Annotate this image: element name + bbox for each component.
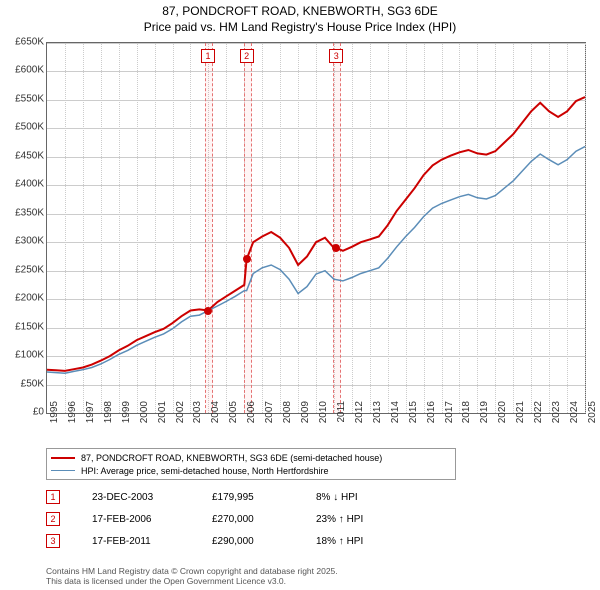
x-tick-label: 2001 <box>157 401 168 431</box>
y-tick-label: £400K <box>4 179 44 190</box>
legend-row: HPI: Average price, semi-detached house,… <box>51 464 451 477</box>
x-tick-label: 2023 <box>551 401 562 431</box>
legend-row: 87, PONDCROFT ROAD, KNEBWORTH, SG3 6DE (… <box>51 451 451 464</box>
page-container: 87, PONDCROFT ROAD, KNEBWORTH, SG3 6DE P… <box>0 0 600 590</box>
title-line1: 87, PONDCROFT ROAD, KNEBWORTH, SG3 6DE <box>0 4 600 20</box>
marker-badge: 2 <box>240 49 254 63</box>
x-tick-label: 2012 <box>354 401 365 431</box>
y-tick-label: £600K <box>4 65 44 76</box>
x-tick-label: 2010 <box>318 401 329 431</box>
x-tick-label: 1999 <box>121 401 132 431</box>
x-tick-label: 2003 <box>192 401 203 431</box>
transaction-date: 17-FEB-2011 <box>92 536 212 547</box>
transaction-date: 23-DEC-2003 <box>92 492 212 503</box>
y-tick-label: £50K <box>4 378 44 389</box>
x-tick-label: 2000 <box>139 401 150 431</box>
y-tick-label: £650K <box>4 37 44 48</box>
x-tick-label: 2017 <box>444 401 455 431</box>
legend-label: HPI: Average price, semi-detached house,… <box>81 466 328 476</box>
y-tick-label: £350K <box>4 207 44 218</box>
y-tick-label: £450K <box>4 150 44 161</box>
transaction-change: 23% ↑ HPI <box>316 514 436 525</box>
x-tick-label: 1996 <box>67 401 78 431</box>
x-tick-label: 2022 <box>533 401 544 431</box>
transaction-row: 1 23-DEC-2003£179,9958% ↓ HPI <box>46 486 436 508</box>
price-dot <box>332 244 340 252</box>
legend: 87, PONDCROFT ROAD, KNEBWORTH, SG3 6DE (… <box>46 448 456 480</box>
transaction-row: 3 17-FEB-2011£290,00018% ↑ HPI <box>46 530 436 552</box>
x-tick-label: 2009 <box>300 401 311 431</box>
x-tick-label: 2008 <box>282 401 293 431</box>
x-tick-label: 2004 <box>210 401 221 431</box>
x-tick-label: 2007 <box>264 401 275 431</box>
transaction-row: 2 17-FEB-2006£270,00023% ↑ HPI <box>46 508 436 530</box>
x-tick-label: 1997 <box>85 401 96 431</box>
series-line-property <box>47 97 585 371</box>
legend-swatch <box>51 470 75 472</box>
x-tick-label: 2002 <box>175 401 186 431</box>
footer-line1: Contains HM Land Registry data © Crown c… <box>46 566 338 576</box>
x-tick-label: 2006 <box>246 401 257 431</box>
price-dot <box>243 255 251 263</box>
x-tick-label: 2014 <box>390 401 401 431</box>
transaction-price: £290,000 <box>212 536 316 547</box>
chart-lines-svg <box>47 43 585 413</box>
transaction-price: £270,000 <box>212 514 316 525</box>
x-tick-label: 2013 <box>372 401 383 431</box>
x-tick-label: 1995 <box>49 401 60 431</box>
transaction-price: £179,995 <box>212 492 316 503</box>
y-tick-label: £550K <box>4 93 44 104</box>
y-tick-label: £100K <box>4 350 44 361</box>
x-tick-label: 2019 <box>479 401 490 431</box>
x-tick-label: 2016 <box>426 401 437 431</box>
footer-line2: This data is licensed under the Open Gov… <box>46 576 338 586</box>
footer-attribution: Contains HM Land Registry data © Crown c… <box>46 566 338 586</box>
transactions-table: 1 23-DEC-2003£179,9958% ↓ HPI 2 17-FEB-2006… <box>46 486 436 552</box>
x-tick-label: 2018 <box>461 401 472 431</box>
x-tick-label: 2021 <box>515 401 526 431</box>
series-line-hpi <box>47 147 585 374</box>
chart-title: 87, PONDCROFT ROAD, KNEBWORTH, SG3 6DE P… <box>0 0 600 35</box>
y-tick-label: £200K <box>4 293 44 304</box>
legend-swatch <box>51 457 75 459</box>
transaction-change: 18% ↑ HPI <box>316 536 436 547</box>
y-tick-label: £0 <box>4 407 44 418</box>
transaction-badge: 1 <box>46 490 60 504</box>
x-tick-label: 2024 <box>569 401 580 431</box>
marker-badge: 1 <box>201 49 215 63</box>
x-tick-label: 2015 <box>408 401 419 431</box>
chart-plot-area: 1 2 3 <box>46 42 586 414</box>
title-line2: Price paid vs. HM Land Registry's House … <box>0 20 600 36</box>
x-tick-label: 2020 <box>497 401 508 431</box>
y-tick-label: £250K <box>4 264 44 275</box>
transaction-date: 17-FEB-2006 <box>92 514 212 525</box>
x-tick-label: 2005 <box>228 401 239 431</box>
legend-label: 87, PONDCROFT ROAD, KNEBWORTH, SG3 6DE (… <box>81 453 382 463</box>
price-dot <box>204 307 212 315</box>
transaction-change: 8% ↓ HPI <box>316 492 436 503</box>
y-tick-label: £300K <box>4 236 44 247</box>
transaction-badge: 3 <box>46 534 60 548</box>
y-tick-label: £500K <box>4 122 44 133</box>
x-tick-label: 2011 <box>336 401 347 431</box>
transaction-badge: 2 <box>46 512 60 526</box>
marker-badge: 3 <box>329 49 343 63</box>
x-tick-label: 2025 <box>587 401 598 431</box>
y-tick-label: £150K <box>4 321 44 332</box>
x-tick-label: 1998 <box>103 401 114 431</box>
